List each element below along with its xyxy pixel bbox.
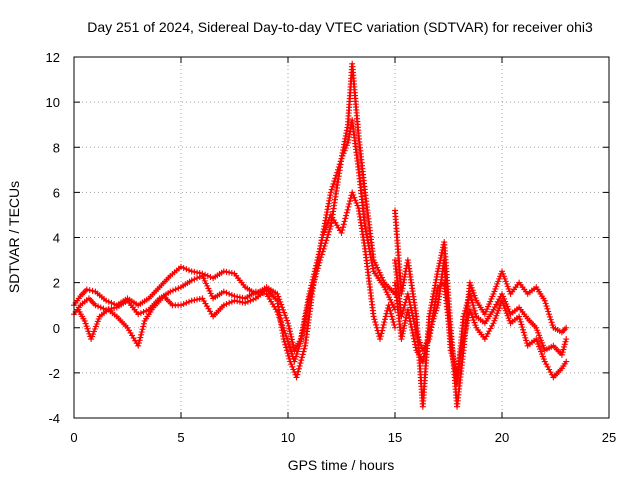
x-tick-label: 10 xyxy=(281,430,295,445)
y-tick-label: 2 xyxy=(53,276,60,291)
series-trace-6 xyxy=(392,257,570,381)
chart-title: Day 251 of 2024, Sidereal Day-to-day VTE… xyxy=(87,19,593,35)
y-tick-label: 6 xyxy=(53,185,60,200)
data-series xyxy=(71,60,570,410)
x-tick-label: 25 xyxy=(602,430,616,445)
x-tick-label: 20 xyxy=(495,430,509,445)
y-axis-label: SDTVAR / TECUs xyxy=(6,181,22,293)
y-tick-label: 4 xyxy=(53,231,60,246)
y-tick-label: -2 xyxy=(48,366,60,381)
x-axis-ticks: 0 5 10 15 20 25 xyxy=(70,57,616,445)
y-tick-label: 0 xyxy=(53,321,60,336)
series-line xyxy=(73,119,396,363)
x-tick-label: 5 xyxy=(177,430,184,445)
y-tick-label: 8 xyxy=(53,140,60,155)
x-tick-label: 15 xyxy=(388,430,402,445)
gridlines xyxy=(74,57,609,418)
series-line xyxy=(77,191,397,379)
y-tick-label: -4 xyxy=(48,411,60,426)
series-markers xyxy=(392,257,570,381)
series-trace-3 xyxy=(75,189,398,381)
y-axis-ticks: -4 -2 0 2 4 6 8 10 12 xyxy=(46,50,609,426)
x-tick-label: 0 xyxy=(70,430,77,445)
y-tick-label: 10 xyxy=(46,95,60,110)
x-axis-label: GPS time / hours xyxy=(288,457,395,473)
series-markers xyxy=(75,189,398,381)
y-tick-label: 12 xyxy=(46,50,60,65)
